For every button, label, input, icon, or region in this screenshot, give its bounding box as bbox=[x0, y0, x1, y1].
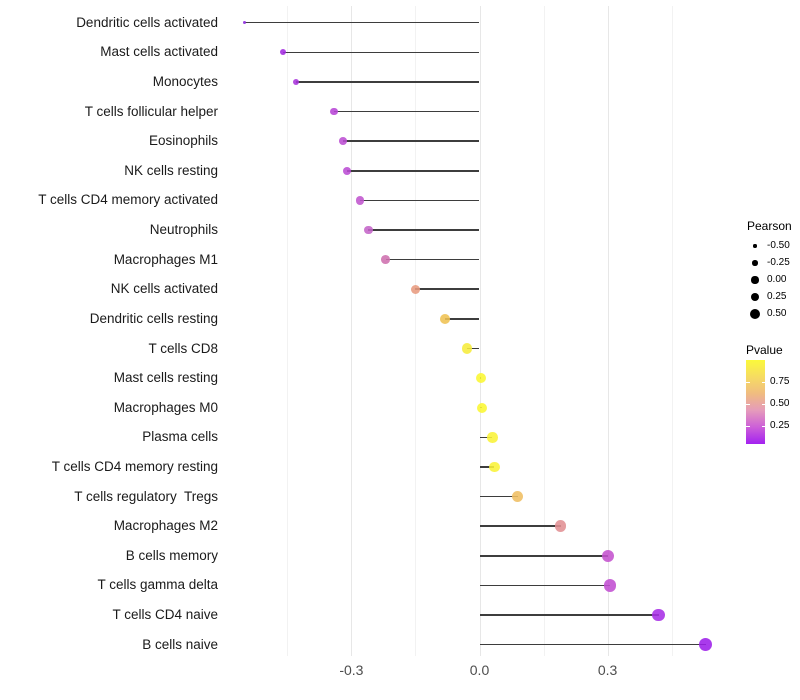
stem-segment bbox=[466, 347, 480, 350]
legend-size-label: -0.25 bbox=[767, 257, 790, 268]
gradient-tick bbox=[761, 404, 765, 406]
data-point bbox=[475, 372, 486, 384]
category-label: T cells CD4 memory activated bbox=[38, 192, 218, 208]
data-point bbox=[512, 491, 524, 503]
data-point bbox=[410, 284, 421, 294]
data-point bbox=[338, 137, 347, 146]
stem-segment bbox=[415, 288, 480, 290]
x-tick-label: 0.3 bbox=[597, 662, 618, 678]
gradient-tick bbox=[761, 426, 765, 428]
category-label: T cells follicular helper bbox=[84, 103, 218, 119]
legend-size-label: -0.50 bbox=[767, 240, 790, 251]
stem-segment bbox=[347, 170, 480, 172]
minor-gridline bbox=[543, 6, 545, 656]
gradient-tick-label: 0.25 bbox=[770, 420, 790, 432]
x-tick-label: 0.0 bbox=[469, 662, 490, 678]
category-label: T cells regulatory Tregs bbox=[74, 488, 218, 504]
data-point bbox=[343, 166, 352, 175]
category-label: Plasma cells bbox=[142, 429, 218, 445]
minor-gridline bbox=[287, 6, 289, 656]
category-label: NK cells resting bbox=[124, 162, 218, 178]
gradient-tick bbox=[746, 382, 750, 384]
major-gridline bbox=[607, 6, 609, 656]
legend-size-dot bbox=[750, 292, 760, 302]
data-point bbox=[603, 579, 616, 592]
legend-size-label: 0.00 bbox=[767, 274, 787, 285]
stem-segment bbox=[342, 140, 480, 142]
category-label: Dendritic cells activated bbox=[76, 14, 218, 30]
data-point bbox=[355, 196, 365, 205]
category-label: NK cells activated bbox=[110, 281, 218, 297]
stem-segment bbox=[479, 466, 495, 468]
category-label: Macrophages M1 bbox=[113, 251, 218, 267]
data-point bbox=[381, 255, 390, 265]
data-point bbox=[292, 78, 300, 86]
gradient-tick-label: 0.50 bbox=[770, 398, 790, 410]
legend-pvalue-title: Pvalue bbox=[746, 343, 783, 357]
category-label: Macrophages M0 bbox=[113, 399, 218, 415]
gradient-tick bbox=[746, 404, 750, 406]
data-point bbox=[280, 49, 287, 56]
category-label: T cells CD4 memory resting bbox=[51, 459, 218, 474]
data-point bbox=[476, 402, 488, 413]
category-label: Macrophages M2 bbox=[113, 518, 218, 534]
category-label: T cells CD8 bbox=[148, 340, 218, 356]
gradient-tick bbox=[761, 382, 765, 384]
category-label: T cells CD4 naive bbox=[112, 607, 218, 623]
stem-segment bbox=[479, 495, 518, 498]
category-label: Mast cells resting bbox=[113, 370, 218, 386]
category-label: Dendritic cells resting bbox=[89, 310, 218, 326]
stem-segment bbox=[479, 643, 706, 646]
stem-segment bbox=[283, 51, 480, 54]
legend-size-dot bbox=[750, 309, 760, 319]
legend-size-dot bbox=[752, 260, 758, 266]
category-label: B cells memory bbox=[125, 547, 218, 563]
data-point bbox=[487, 432, 498, 443]
legend-size-label: 0.25 bbox=[767, 291, 787, 302]
x-tick-label: -0.3 bbox=[339, 662, 364, 678]
category-label: Mast cells activated bbox=[100, 44, 218, 60]
data-point bbox=[554, 520, 567, 532]
stem-segment bbox=[359, 199, 480, 202]
gradient-tick-label: 0.75 bbox=[770, 376, 790, 388]
stem-segment bbox=[445, 318, 480, 320]
major-gridline bbox=[479, 6, 481, 656]
stem-segment bbox=[479, 584, 610, 587]
stem-segment bbox=[244, 21, 480, 24]
data-point bbox=[364, 225, 373, 235]
stem-segment bbox=[385, 258, 480, 261]
minor-gridline bbox=[415, 6, 417, 656]
category-label: Monocytes bbox=[152, 73, 218, 89]
category-label: Eosinophils bbox=[148, 133, 218, 149]
stem-segment bbox=[368, 229, 480, 231]
data-point bbox=[461, 343, 472, 354]
legend-size-label: 0.50 bbox=[767, 308, 787, 319]
category-label: T cells gamma delta bbox=[97, 577, 218, 593]
legend-size-dot bbox=[753, 244, 757, 248]
data-point bbox=[330, 107, 339, 116]
data-point bbox=[652, 608, 666, 622]
stem-segment bbox=[295, 81, 480, 83]
stem-segment bbox=[479, 525, 561, 527]
stem-segment bbox=[479, 614, 659, 616]
category-label: Neutrophils bbox=[149, 222, 218, 238]
minor-gridline bbox=[671, 6, 673, 656]
data-point bbox=[601, 549, 614, 562]
legend-pearson-title: Pearson bbox=[747, 219, 792, 233]
major-gridline bbox=[351, 6, 353, 656]
gradient-tick bbox=[746, 426, 750, 428]
data-point bbox=[699, 638, 713, 652]
stem-segment bbox=[479, 555, 608, 557]
stem-segment bbox=[479, 436, 493, 439]
data-point bbox=[243, 21, 247, 25]
data-point bbox=[440, 313, 451, 324]
stem-segment bbox=[334, 110, 480, 113]
data-point bbox=[489, 461, 500, 473]
category-label: B cells naive bbox=[142, 636, 218, 652]
pvalue-gradient-bar bbox=[746, 360, 765, 444]
legend-size-dot bbox=[751, 276, 759, 284]
